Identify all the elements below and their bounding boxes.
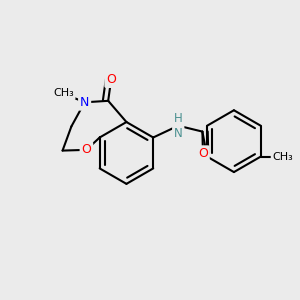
Text: N: N — [80, 96, 89, 109]
Text: O: O — [106, 73, 116, 86]
Text: O: O — [198, 147, 208, 160]
Text: H
N: H N — [174, 112, 183, 140]
Text: O: O — [82, 143, 92, 156]
Text: CH₃: CH₃ — [272, 152, 293, 162]
Text: CH₃: CH₃ — [53, 88, 74, 98]
